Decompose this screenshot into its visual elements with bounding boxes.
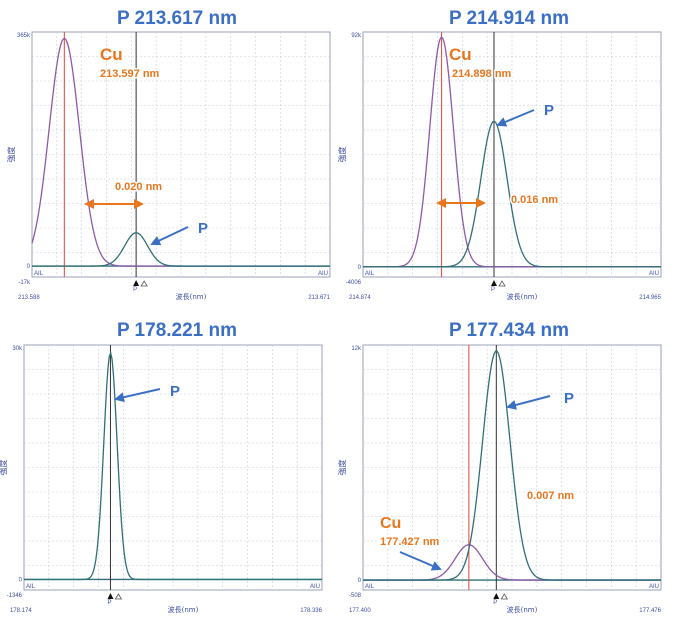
chart-title: P 178.221 nm (117, 320, 237, 341)
peak-position-marker-outline (114, 593, 123, 600)
x-axis-label: 波長(nm) (176, 292, 207, 301)
x-tick-right: 178.336 (300, 608, 322, 614)
annotation-element: Cu (449, 45, 472, 64)
corner-label-left: AIL (34, 271, 44, 277)
corner-label-left: AIL (26, 584, 36, 590)
y-tick-top: 365k (17, 33, 31, 39)
annotation-element: Cu (380, 515, 401, 532)
peak-position-marker (490, 280, 497, 286)
peak-marker-label: P (493, 600, 497, 606)
x-tick-left: 213.588 (18, 295, 40, 301)
x-axis-label: 波長(nm) (507, 605, 538, 614)
series-line (32, 232, 330, 267)
y-axis-label: 強度 (337, 460, 347, 476)
annotation-peak: P (170, 383, 180, 400)
annotation-peak: P (544, 102, 554, 119)
annotation-wavelength: 214.898 nm (452, 68, 512, 80)
x-tick-right: 214.965 (639, 295, 661, 301)
annotation-wavelength: 213.597 nm (100, 68, 160, 80)
peak-marker-label: P (107, 600, 111, 606)
y-tick-zero: 0 (358, 265, 362, 271)
callout-arrow (506, 395, 551, 410)
peak-position-marker (493, 593, 500, 599)
corner-label-right: AIU (649, 271, 659, 277)
callout-arrow (496, 109, 535, 127)
y-tick-bottom: -508 (349, 593, 362, 599)
y-tick-bottom: -17k (18, 280, 31, 286)
annotation-peak: P (198, 220, 208, 237)
corner-label-right: AIU (649, 584, 659, 590)
callout-arrow (150, 226, 189, 246)
y-tick-zero: 0 (19, 577, 23, 583)
y-axis-label: 強度 (337, 147, 347, 163)
y-tick-zero: 0 (358, 578, 362, 584)
chart-title: P 213.617 nm (117, 8, 237, 29)
y-tick-zero: 0 (27, 264, 31, 270)
series-line (363, 350, 661, 581)
y-tick-bottom: -4006 (346, 280, 362, 286)
annotation-peak: P (564, 390, 574, 407)
annotation-element: Cu (100, 45, 123, 64)
corner-label-left: AIL (365, 271, 375, 277)
y-axis-label: 強度 (0, 460, 8, 476)
peak-marker-label: P (133, 287, 137, 293)
peak-position-marker-outline (140, 280, 148, 287)
corner-label-left: AIL (365, 584, 375, 590)
callout-arrow (114, 388, 161, 403)
x-tick-right: 213.671 (308, 295, 330, 301)
y-axis-label: 強度 (6, 147, 16, 163)
x-axis-label: 波長(nm) (168, 605, 199, 614)
annotation-delta: 0.016 nm (511, 194, 558, 206)
chart-title: P 214.914 nm (449, 8, 569, 29)
series-line (24, 350, 322, 581)
series-line (363, 120, 661, 268)
y-tick-top: 30k (12, 346, 23, 352)
annotation-delta: 0.020 nm (115, 181, 162, 193)
peak-marker-label: P (491, 287, 495, 293)
peak-position-marker-outline (498, 280, 506, 287)
annotation-delta: 0.007 nm (527, 490, 574, 502)
corner-label-right: AIU (310, 584, 320, 590)
chart-title: P 177.434 nm (449, 320, 569, 341)
callout-arrow (399, 551, 442, 571)
y-tick-top: 12k (351, 346, 362, 352)
x-tick-right: 177.476 (639, 608, 661, 614)
x-tick-left: 214.874 (349, 295, 371, 301)
y-tick-top: 92k (351, 33, 362, 39)
peak-position-marker-outline (500, 593, 509, 600)
y-tick-bottom: -1346 (7, 593, 23, 599)
x-tick-left: 178.174 (10, 608, 32, 614)
corner-label-right: AIU (318, 271, 328, 277)
peak-position-marker (133, 280, 140, 286)
annotation-wavelength: 177.427 nm (380, 536, 440, 548)
x-tick-left: 177.400 (349, 608, 371, 614)
peak-position-marker (107, 593, 114, 599)
x-axis-label: 波長(nm) (507, 292, 538, 301)
